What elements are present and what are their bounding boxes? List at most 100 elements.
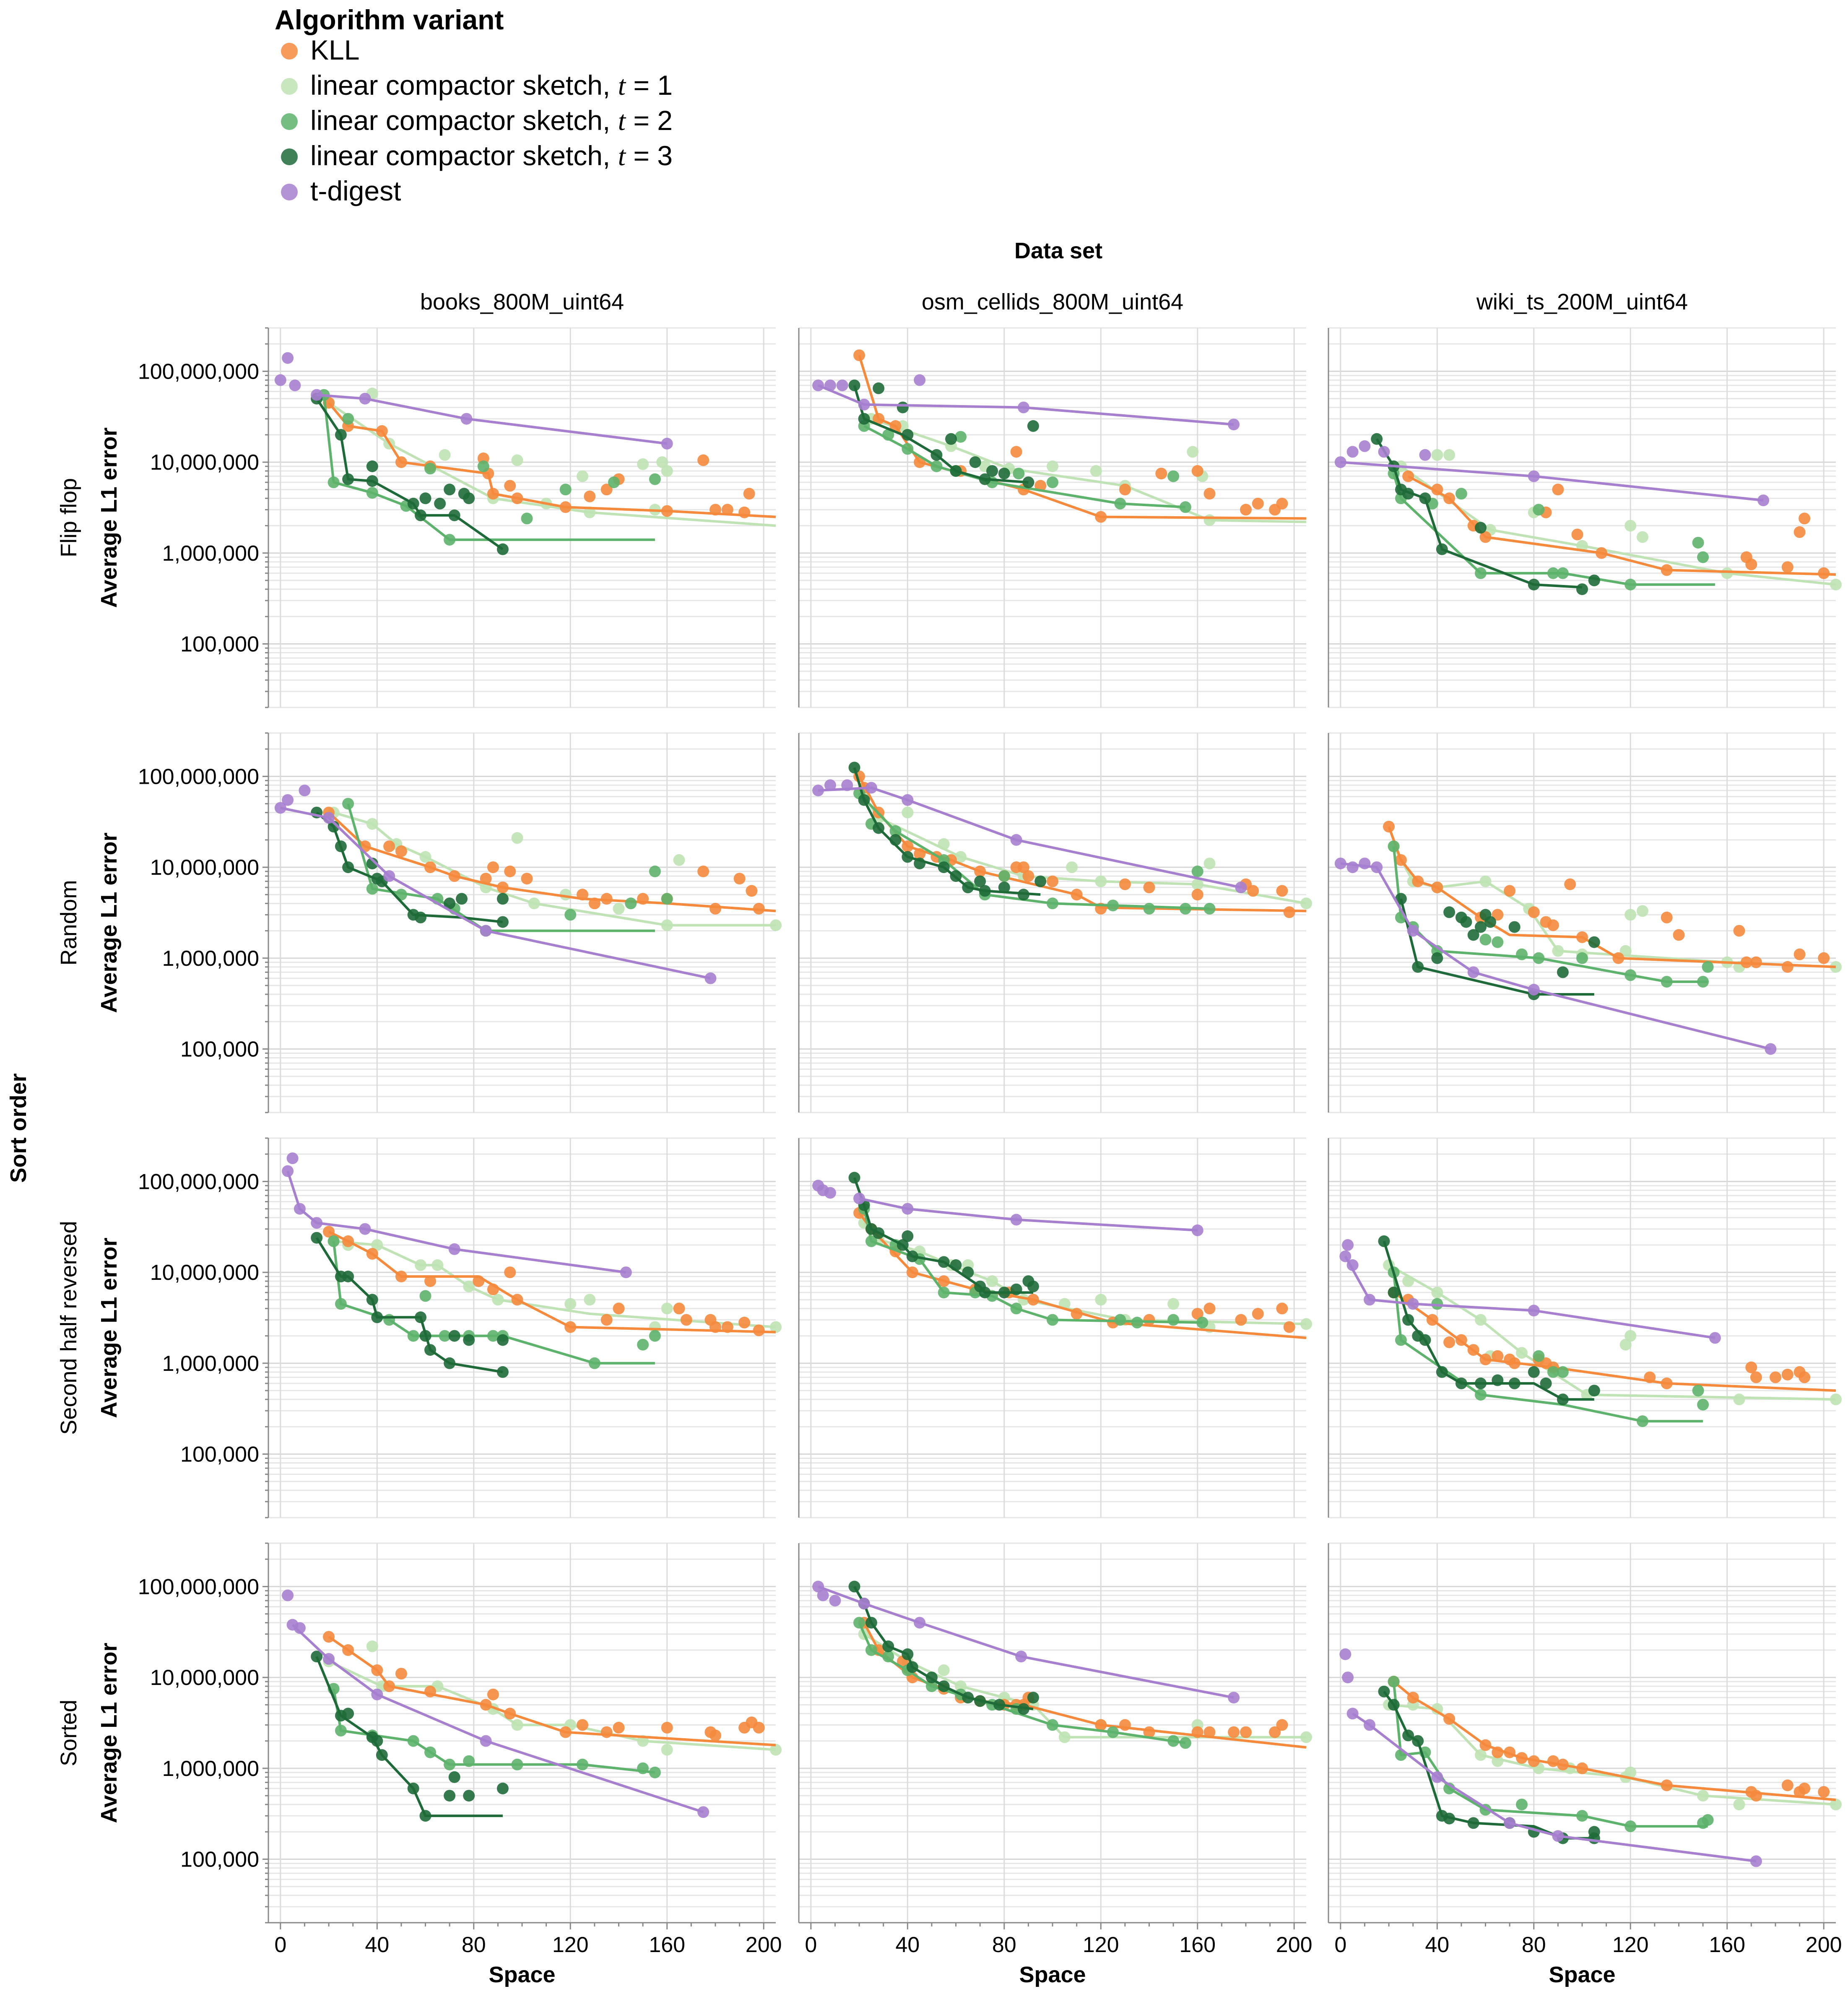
row-labels: Flip flop Average L1 error Random Average L…	[56, 427, 122, 1823]
y-axis: 100,000 1,000,000 10,000,000 100,000,000	[138, 327, 269, 708]
data-point-kll	[1745, 558, 1757, 570]
data-point-t1	[492, 1294, 504, 1306]
data-point-t3	[1557, 966, 1569, 978]
data-point-t2	[1692, 537, 1704, 549]
legend-swatch-kll	[281, 43, 298, 60]
data-point-t1	[661, 1744, 673, 1756]
data-point-t1	[419, 851, 431, 863]
data-point-kll	[1661, 564, 1673, 576]
data-point-kll	[721, 504, 733, 516]
data-point-t3	[342, 861, 354, 874]
data-point-kll	[1203, 488, 1216, 500]
data-point-t2	[424, 1746, 436, 1758]
data-point-kll	[487, 861, 499, 874]
data-point-kll	[1228, 1726, 1240, 1738]
data-point-kll	[1799, 512, 1811, 525]
data-point-t3	[1528, 1366, 1540, 1378]
data-point-kll	[1402, 470, 1414, 482]
data-point-t1	[1830, 579, 1842, 590]
data-point-t2	[1191, 866, 1203, 877]
y-tick-label: 100,000	[180, 632, 259, 657]
data-point-kll	[1119, 484, 1131, 496]
gridlines	[268, 327, 776, 708]
data-point-kll	[1027, 1294, 1039, 1306]
data-point-t3	[496, 893, 509, 905]
data-point-t3	[1010, 1283, 1022, 1295]
data-point-t1	[1203, 858, 1216, 870]
data-point-t2	[1697, 976, 1709, 988]
data-point-t3	[1431, 952, 1443, 964]
data-point-t3	[419, 492, 431, 504]
data-point-t1	[1443, 449, 1456, 461]
data-point-t2	[1492, 936, 1504, 948]
data-point-t1	[511, 1719, 523, 1731]
data-point-t2	[588, 1357, 600, 1369]
data-point-t1	[661, 1302, 673, 1315]
series-t3	[848, 1172, 1039, 1299]
data-point-t3	[1588, 936, 1600, 948]
data-point-kll	[1612, 952, 1624, 964]
data-point-t3	[456, 893, 468, 905]
data-point-t3	[998, 1287, 1010, 1299]
data-point-kll	[1740, 956, 1752, 968]
data-point-t1	[584, 506, 596, 518]
data-point-kll	[1644, 1371, 1656, 1383]
data-point-td	[274, 374, 286, 386]
data-point-t1	[938, 838, 950, 850]
data-point-kll	[1276, 1302, 1288, 1315]
data-point-kll	[1010, 446, 1022, 458]
data-point-kll	[1143, 1314, 1155, 1326]
data-point-td	[858, 398, 870, 411]
data-point-td	[1346, 1708, 1359, 1720]
legend-swatch-td	[281, 184, 298, 200]
data-point-kll	[1431, 484, 1443, 496]
gridlines	[1328, 327, 1836, 708]
legend-label-part: t	[618, 106, 626, 136]
series-td	[282, 1152, 632, 1279]
panel-books-800m-uint64-flip-flop: 100,000 1,000,000 10,000,000 100,000,000	[138, 327, 776, 708]
x-tick-label: 160	[1179, 1933, 1216, 1957]
data-point-t2	[1557, 567, 1569, 579]
series-kll	[323, 1226, 776, 1336]
data-point-kll	[1745, 1361, 1757, 1373]
row-facet-title: Sort order	[6, 1073, 31, 1183]
data-point-kll	[1547, 1755, 1559, 1767]
data-point-t2	[1557, 1366, 1569, 1378]
data-point-t2	[327, 476, 340, 489]
data-point-t2	[649, 1330, 661, 1342]
data-point-td	[274, 802, 286, 814]
data-point-t1	[938, 1664, 950, 1676]
data-point-t1	[1619, 1339, 1632, 1351]
data-point-kll	[1071, 889, 1083, 901]
data-point-t1	[986, 1275, 998, 1287]
data-point-t1	[661, 465, 673, 477]
data-point-kll	[366, 1248, 378, 1260]
data-point-td	[371, 1688, 383, 1700]
data-point-kll	[1443, 1336, 1456, 1348]
data-point-kll	[1407, 1692, 1419, 1704]
data-point-t3	[1017, 1703, 1029, 1715]
gridlines	[1328, 1137, 1836, 1518]
data-point-t3	[371, 1735, 383, 1747]
data-point-kll	[1412, 875, 1424, 887]
series-line-t1	[333, 811, 776, 927]
x-axis: 0 40 80 120 160 200 Space	[268, 1922, 782, 1987]
data-point-kll	[1203, 1302, 1216, 1315]
data-point-t2	[1107, 1726, 1119, 1738]
x-tick-label: 0	[1334, 1933, 1346, 1957]
data-point-kll	[1547, 919, 1559, 931]
legend-title: Algorithm variant	[275, 4, 504, 35]
data-point-t2	[1533, 504, 1545, 516]
data-point-t3	[902, 1648, 914, 1660]
data-point-t2	[865, 1235, 877, 1247]
data-point-t2	[1516, 948, 1528, 960]
data-point-t3	[848, 762, 860, 774]
y-axis: 100,000 1,000,000 10,000,000 100,000,000	[138, 732, 269, 1113]
data-point-td	[311, 389, 323, 401]
data-point-t3	[1475, 1377, 1487, 1389]
data-point-td	[282, 794, 294, 806]
x-axis-title: Space	[1019, 1962, 1086, 1987]
x-axis: 0 40 80 120 160 200 Space	[1328, 1922, 1842, 1987]
x-tick-label: 120	[552, 1933, 589, 1957]
data-point-t2	[342, 798, 354, 810]
